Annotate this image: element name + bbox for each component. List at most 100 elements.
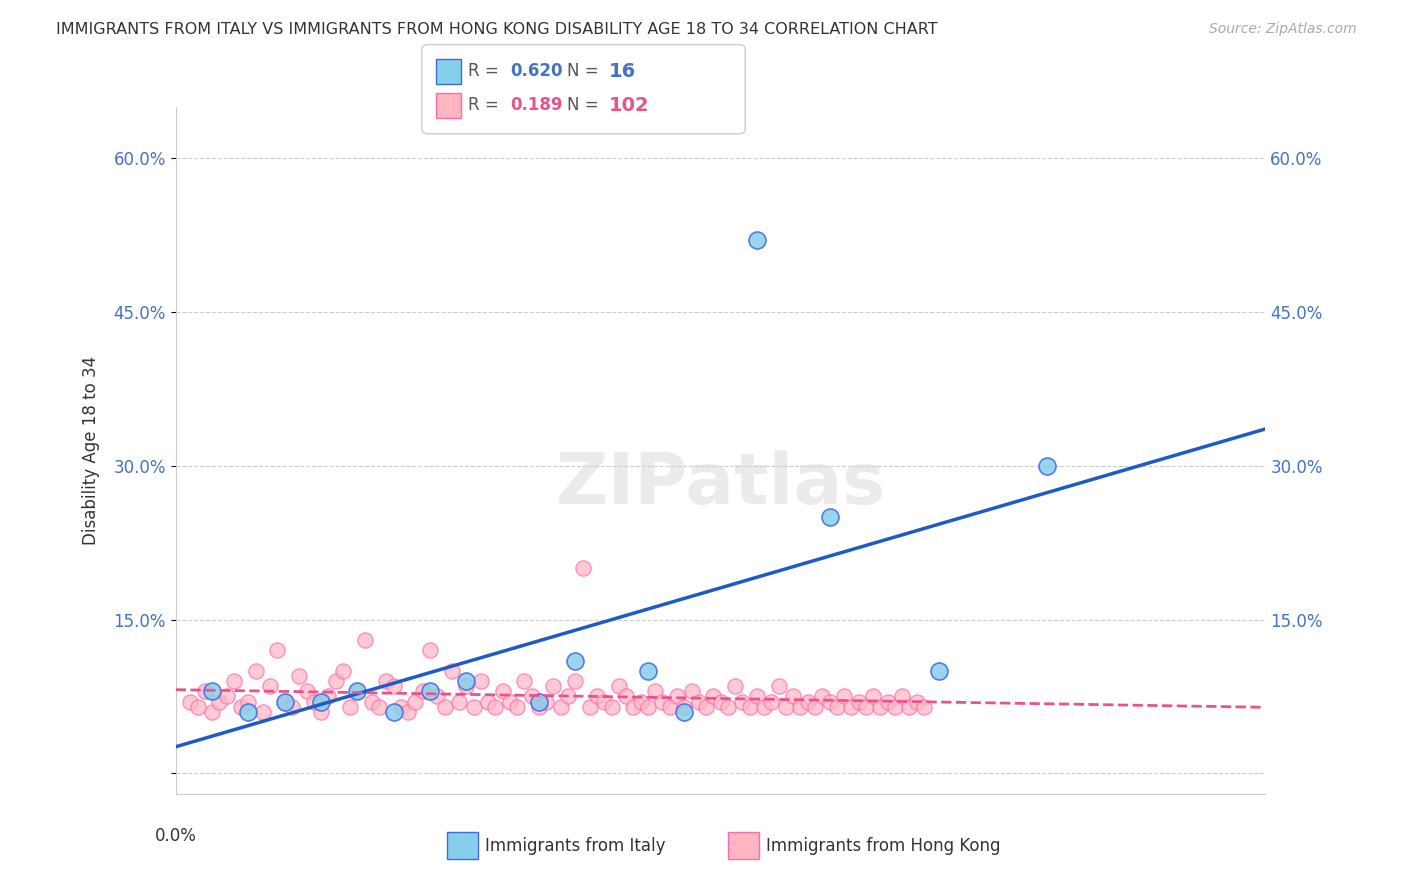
Point [768,679,790,693]
Point [447,695,470,709]
Point [274,695,297,709]
Point [862,690,884,704]
Point [731,695,754,709]
Point [804,699,827,714]
Point [339,699,361,714]
Point [855,699,877,714]
Point [534,695,557,709]
Point [238,705,260,719]
Point [637,699,659,714]
Point [527,699,550,714]
Point [484,699,506,714]
Point [346,684,368,698]
Point [775,699,797,714]
Point [266,643,288,657]
Point [905,695,928,709]
Point [891,690,914,704]
Point [637,664,659,678]
Text: Immigrants from Italy: Immigrants from Italy [485,837,665,855]
Point [274,695,297,709]
Point [353,633,375,648]
Point [593,695,616,709]
Point [543,679,565,693]
Point [724,679,747,693]
Point [281,699,304,714]
Point [898,699,921,714]
Text: 102: 102 [609,95,650,115]
Point [309,705,332,719]
Point [607,679,630,693]
Point [382,705,405,719]
Text: IMMIGRANTS FROM ITALY VS IMMIGRANTS FROM HONG KONG DISABILITY AGE 18 TO 34 CORRE: IMMIGRANTS FROM ITALY VS IMMIGRANTS FROM… [56,22,938,37]
Point [456,674,478,689]
Point [360,695,382,709]
Text: Immigrants from Hong Kong: Immigrants from Hong Kong [766,837,1001,855]
Point [419,643,441,657]
Point [238,695,260,709]
Point [738,699,761,714]
Point [651,695,673,709]
Point [702,690,724,704]
Point [630,695,652,709]
Text: 0.0%: 0.0% [155,827,197,845]
Point [841,699,863,714]
Point [782,690,804,704]
Point [259,679,281,693]
Point [520,690,543,704]
Point [912,699,935,714]
Point [710,695,733,709]
Point [550,699,572,714]
Point [288,669,311,683]
Point [499,695,522,709]
Point [614,690,637,704]
Point [470,674,492,689]
Point [208,695,231,709]
Point [571,561,593,575]
Point [1036,458,1059,473]
Point [673,699,696,714]
Point [818,510,841,524]
Point [186,699,209,714]
Point [477,695,499,709]
Point [419,684,441,698]
Text: N =: N = [567,62,603,80]
Point [295,684,318,698]
Point [681,684,703,698]
Point [492,684,515,698]
Point [754,699,776,714]
Point [252,705,274,719]
Point [318,690,340,704]
Point [579,699,602,714]
Point [796,695,818,709]
Point [412,684,434,698]
Point [600,699,623,714]
Point [557,690,579,704]
Point [666,690,689,704]
Point [245,664,267,678]
Point [811,690,834,704]
Point [506,699,529,714]
Point [194,684,217,698]
Point [368,699,391,714]
Point [818,695,841,709]
Point [179,695,201,709]
Text: N =: N = [567,96,603,114]
Point [644,684,666,698]
Point [201,684,224,698]
Point [789,699,811,714]
Text: 0.620: 0.620 [510,62,562,80]
Point [825,699,848,714]
Point [426,690,449,704]
Point [745,690,768,704]
Point [761,695,783,709]
Point [456,679,478,693]
Point [396,705,419,719]
Text: R =: R = [468,96,505,114]
Point [215,690,238,704]
Point [745,233,768,247]
Point [309,695,332,709]
Point [325,674,347,689]
Point [405,695,427,709]
Point [673,705,696,719]
Point [346,684,368,698]
